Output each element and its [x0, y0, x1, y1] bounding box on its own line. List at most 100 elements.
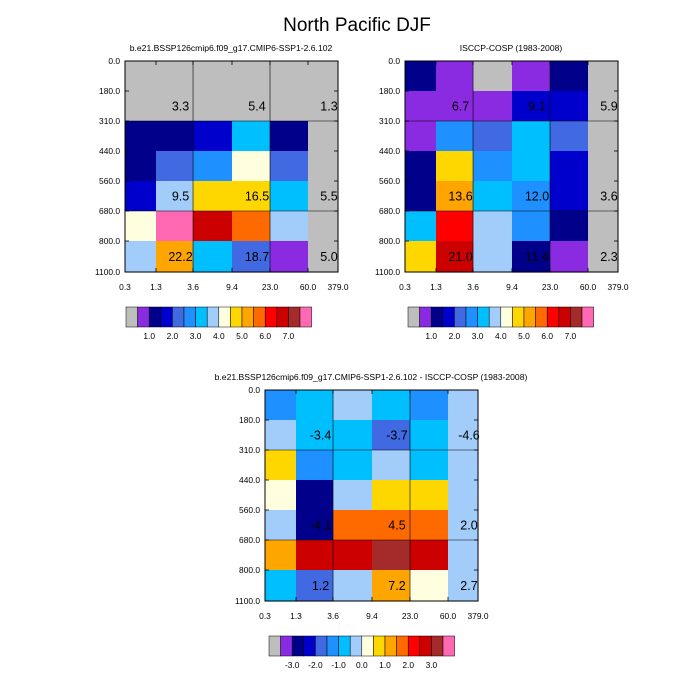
y-tick-label: 0.0 — [248, 385, 260, 395]
heatmap-cell — [371, 539, 411, 571]
heatmap-cell — [448, 570, 479, 602]
heatmap-cell — [125, 121, 157, 152]
colorbar-swatch — [407, 635, 421, 657]
colorbar-swatch — [303, 635, 316, 657]
heatmap-cell — [550, 180, 589, 212]
region-value-label: 9.1 — [528, 100, 545, 114]
y-tick-label: 560.0 — [379, 176, 400, 186]
heatmap-cell — [588, 61, 619, 92]
y-tick-label: 800.0 — [99, 236, 120, 246]
heatmap-cell — [308, 180, 339, 212]
colorbar-swatch — [512, 306, 525, 328]
x-tick-label: 60.0 — [300, 282, 317, 292]
y-tick-label: 800.0 — [379, 236, 400, 246]
heatmap-cell — [270, 241, 309, 273]
heatmap-cell — [473, 180, 513, 212]
heatmap-cell — [231, 121, 271, 152]
region-value-label: 7.2 — [388, 579, 405, 593]
heatmap-cell — [588, 210, 619, 242]
heatmap-cell — [405, 241, 437, 273]
heatmap-cell — [231, 91, 271, 122]
colorbar-swatch — [160, 306, 173, 328]
colorbar-swatch — [442, 306, 455, 328]
heatmap-cell — [550, 241, 589, 273]
heatmap-cell — [333, 390, 373, 421]
colorbar-swatch — [465, 306, 478, 328]
colorbar-swatch — [488, 306, 502, 328]
heatmap-cell — [308, 121, 339, 152]
heatmap-cell — [125, 91, 157, 122]
y-tick-label: 1100.0 — [95, 267, 120, 277]
colorbar-label: 3.0 — [426, 660, 438, 670]
colorbar-label: 5.0 — [518, 331, 530, 341]
heatmap-cell — [231, 210, 271, 242]
heatmap-cell — [265, 479, 297, 511]
x-tick-label: 9.4 — [366, 611, 378, 621]
region-value-label: 13.6 — [448, 189, 472, 203]
heatmap-cell — [265, 450, 297, 481]
x-tick-label: 0.3 — [119, 282, 131, 292]
colorbar-label: 6.0 — [541, 331, 553, 341]
heatmap-cell — [333, 450, 373, 481]
heatmap-cell — [295, 420, 334, 451]
heatmap-cell — [511, 91, 551, 122]
heatmap-cell — [308, 91, 339, 122]
colorbar-swatch — [276, 306, 289, 328]
panel-title: b.e21.BSSP126cmip6.f09_g17.CMIP6-SSP1-2.… — [215, 372, 528, 382]
panel-title: b.e21.BSSP126cmip6.f09_g17.CMIP6-SSP1-2.… — [130, 43, 333, 53]
colorbar: 1.0 2.0 3.0 4.0 5.0 6.0 7.0 — [125, 306, 312, 341]
region-value-label: -3.7 — [386, 429, 408, 443]
colorbar-label: 4.0 — [495, 331, 507, 341]
main-title: North Pacific DJF — [283, 15, 431, 36]
x-tick-label: 1.3 — [290, 611, 302, 621]
heatmap-cell — [511, 61, 551, 92]
heatmap-cell — [308, 150, 339, 182]
colorbar-swatch — [299, 306, 312, 328]
y-tick-label: 310.0 — [99, 116, 120, 126]
colorbar-swatch — [431, 635, 444, 657]
colorbar-swatch — [288, 306, 301, 328]
x-tick-label: 9.4 — [226, 282, 238, 292]
heatmap-cell — [125, 241, 157, 273]
heatmap-cell — [435, 210, 474, 242]
colorbar-swatch — [183, 306, 196, 328]
x-tick-label: 23.0 — [262, 282, 279, 292]
heatmap-cell — [371, 479, 411, 511]
heatmap-cell — [295, 450, 334, 481]
heatmap-cell — [231, 241, 271, 273]
colorbar-label: 4.0 — [213, 331, 225, 341]
colorbar-label: 2.0 — [402, 660, 414, 670]
heatmap-cell — [448, 420, 479, 451]
heatmap-cell — [371, 420, 411, 451]
colorbar-swatch — [230, 306, 243, 328]
plot-frame — [404, 60, 619, 273]
heatmap-cell — [405, 61, 437, 92]
heatmap-cell — [193, 121, 233, 152]
colorbar-swatch — [315, 635, 328, 657]
colorbar-swatch — [361, 635, 374, 657]
region-value-label: 2.0 — [460, 518, 477, 532]
y-tick-label: 180.0 — [239, 415, 260, 425]
x-tick-label: 9.4 — [506, 282, 518, 292]
colorbar-swatch — [523, 306, 536, 328]
y-tick-label: 180.0 — [379, 86, 400, 96]
colorbar-swatch — [241, 306, 254, 328]
heatmap-cell — [295, 509, 334, 541]
colorbar-swatch — [570, 306, 583, 328]
colorbar-swatch — [291, 635, 305, 657]
heatmap-cell — [265, 509, 297, 541]
heatmap-cell — [550, 150, 589, 182]
panel-diff: b.e21.BSSP126cmip6.f09_g17.CMIP6-SSP1-2.… — [215, 372, 528, 670]
heatmap-cell — [155, 91, 194, 122]
colorbar-label: 7.0 — [283, 331, 295, 341]
heatmap-cell — [333, 570, 373, 602]
heatmap-cell — [231, 150, 271, 182]
heatmap-cell — [125, 150, 157, 182]
heatmap-cell — [448, 479, 479, 511]
heatmap-cell — [265, 570, 297, 602]
y-tick-label: 440.0 — [239, 475, 260, 485]
colorbar-swatch — [407, 306, 420, 328]
heatmap-cell — [270, 61, 309, 92]
y-tick-label: 680.0 — [239, 535, 260, 545]
